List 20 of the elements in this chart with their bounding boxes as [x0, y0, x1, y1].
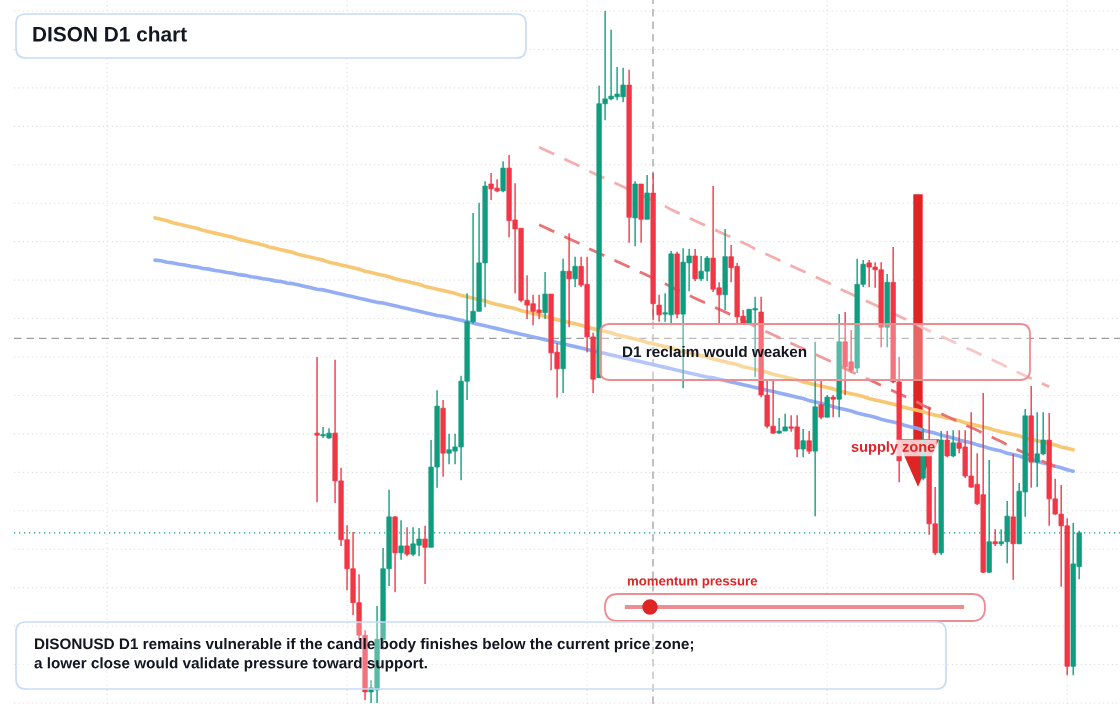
- candlestick: [422, 525, 428, 585]
- candlestick: [656, 294, 662, 323]
- text: DISON D1 chart: [33, 26, 187, 42]
- candlestick: [824, 394, 830, 418]
- candlestick: [566, 232, 572, 328]
- candlestick: [818, 379, 824, 420]
- candlestick: [500, 160, 506, 193]
- candlestick: [692, 248, 698, 282]
- candlestick: [992, 528, 998, 547]
- candlestick: [404, 526, 410, 557]
- candlestick: [944, 430, 950, 459]
- candlestick: [806, 430, 812, 455]
- candlestick: [572, 255, 578, 288]
- candlestick: [830, 394, 836, 418]
- candlestick: [314, 356, 320, 504]
- candlestick: [950, 429, 956, 459]
- candlestick: [800, 428, 806, 459]
- candlestick: [542, 271, 548, 320]
- annotation: supply zone: [851, 441, 935, 455]
- annotation: momentum pressure: [627, 576, 758, 589]
